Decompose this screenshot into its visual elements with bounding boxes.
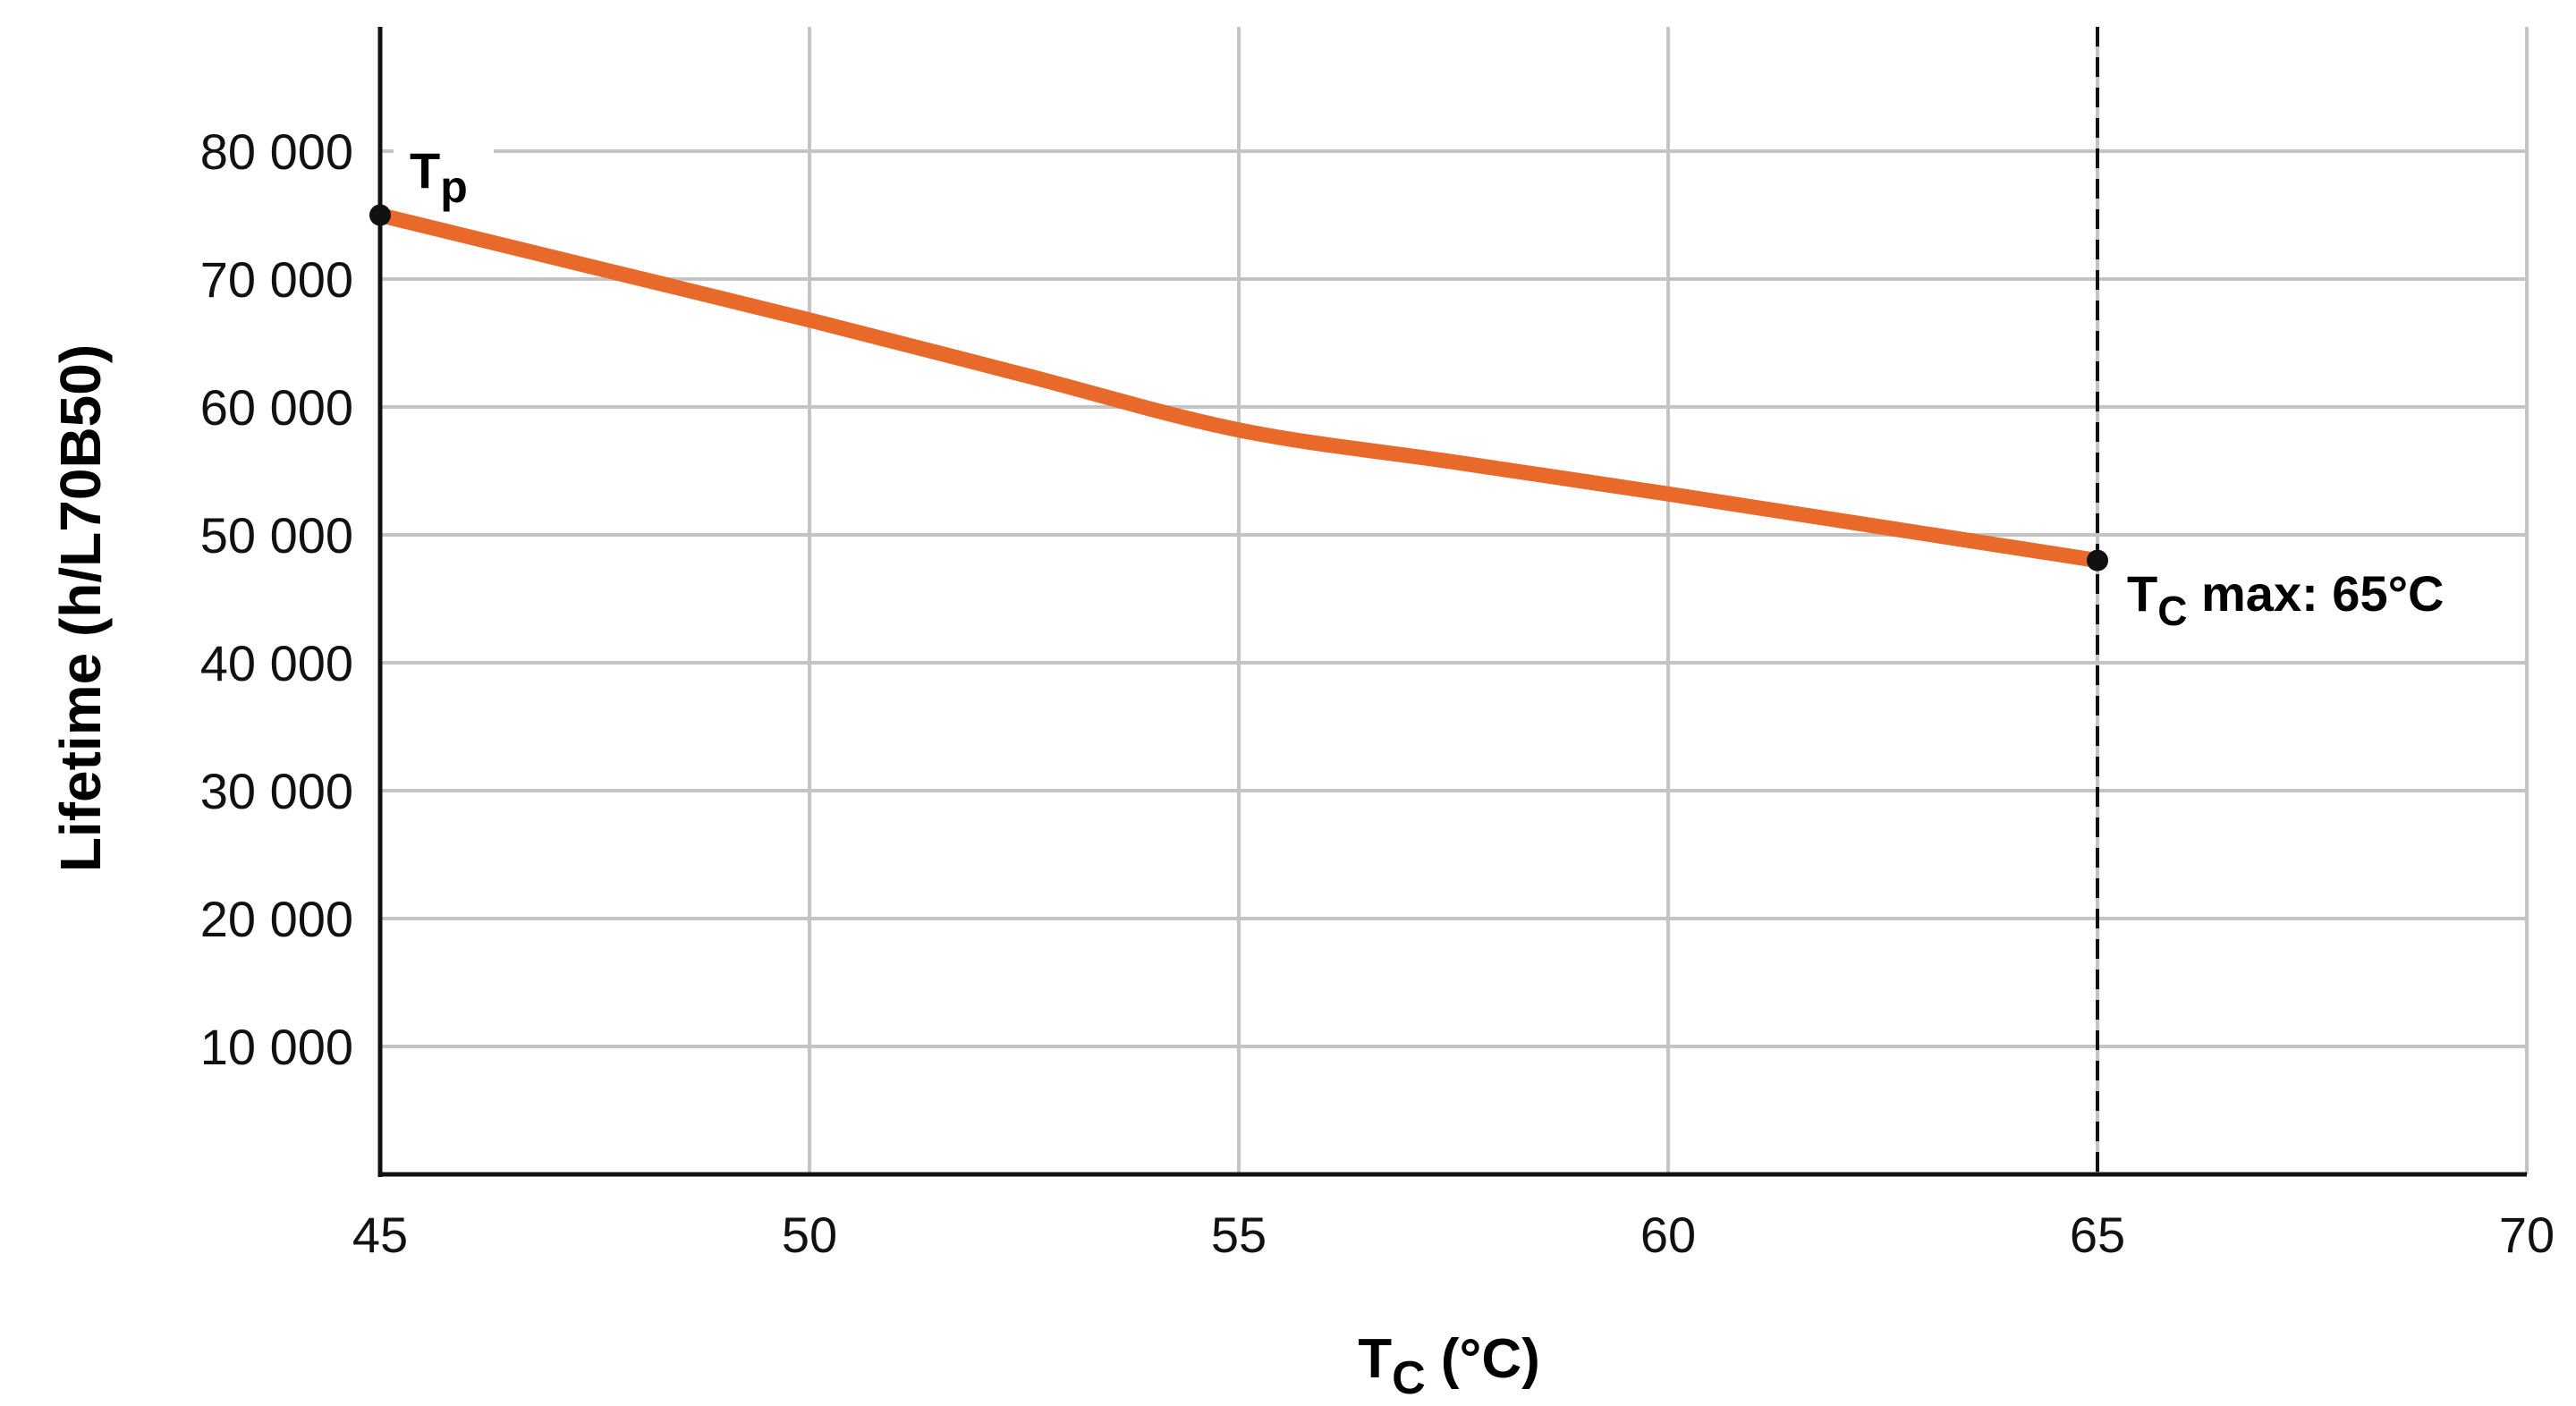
x-tick-label: 60 bbox=[1640, 1207, 1696, 1263]
lifetime-curve bbox=[377, 208, 2099, 568]
y-tick-label: 50 000 bbox=[200, 507, 353, 563]
y-tick-labels: 10 000 20 000 30 000 40 000 50 000 60 000 70 0… bbox=[200, 123, 353, 1075]
x-tick-label: 45 bbox=[352, 1207, 408, 1263]
y-tick-label: 10 000 bbox=[200, 1019, 353, 1075]
y-tick-label: 60 000 bbox=[200, 379, 353, 436]
y-tick-label: 20 000 bbox=[200, 891, 353, 947]
y-tick-label: 80 000 bbox=[200, 123, 353, 180]
data-markers bbox=[369, 204, 2108, 572]
x-axis-title: TC (°C) bbox=[1358, 1328, 1540, 1404]
y-tick-label: 40 000 bbox=[200, 635, 353, 691]
data-point-marker bbox=[369, 204, 391, 226]
data-point-marker bbox=[2087, 549, 2108, 572]
label-background bbox=[394, 134, 494, 197]
x-tick-label: 55 bbox=[1211, 1207, 1267, 1263]
y-tick-label: 70 000 bbox=[200, 251, 353, 308]
x-tick-label: 65 bbox=[2070, 1207, 2125, 1263]
x-tick-label: 70 bbox=[2499, 1207, 2555, 1263]
tp-annotation: Tp bbox=[410, 142, 468, 212]
y-axis-title: Lifetime (h/L70B50) bbox=[48, 344, 113, 872]
x-tick-labels: 45 50 55 60 65 70 bbox=[352, 1207, 2555, 1263]
y-tick-label: 30 000 bbox=[200, 763, 353, 819]
x-tick-label: 50 bbox=[782, 1207, 837, 1263]
tc-max-annotation: TC max: 65°C bbox=[2127, 565, 2444, 634]
